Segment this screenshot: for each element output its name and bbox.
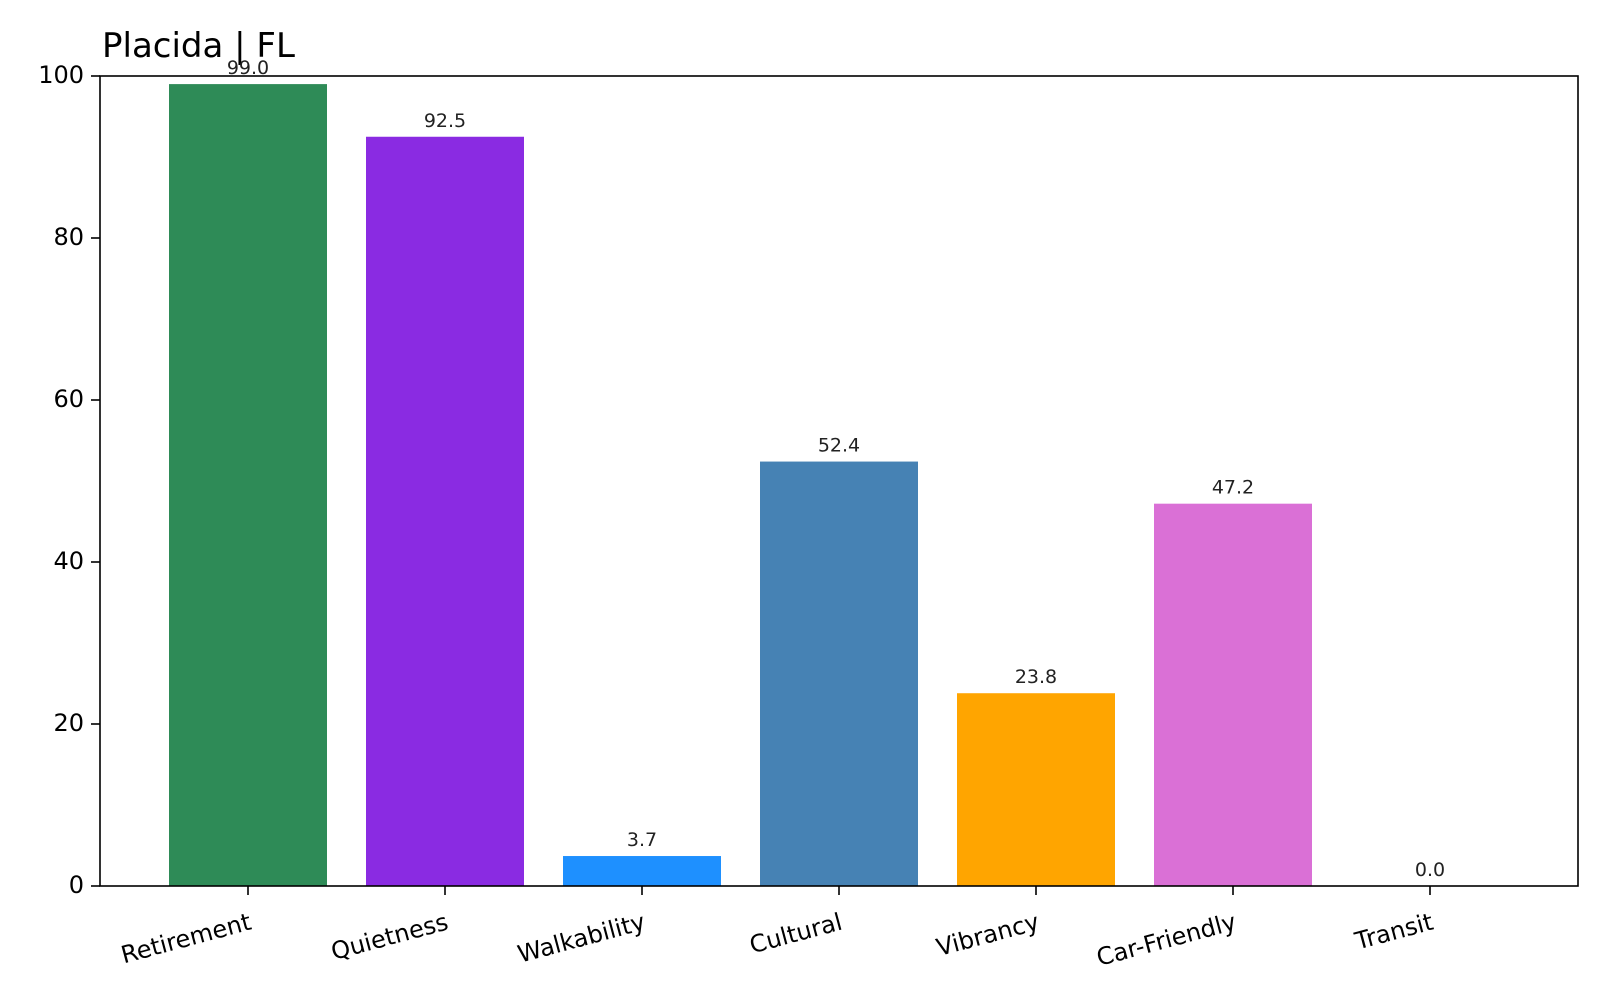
data-label-retirement: 99.0	[227, 57, 269, 79]
y-tick-label: 80	[53, 223, 84, 251]
y-axis: 0 20 40 60 80 100	[38, 61, 100, 899]
bar-quietness	[366, 136, 524, 886]
x-tick-label: Retirement	[118, 908, 254, 970]
data-label-car-friendly: 47.2	[1212, 477, 1254, 499]
bar-walkability	[563, 856, 721, 886]
x-tick-label: Vibrancy	[933, 908, 1042, 962]
y-tick-label: 0	[69, 871, 84, 899]
x-tick-label: Cultural	[747, 908, 846, 960]
y-tick-label: 100	[38, 61, 84, 89]
data-labels-layer: 99.0 92.5 3.7 52.4 23.8 47.2 0.0	[227, 57, 1445, 881]
bars-layer	[169, 84, 1312, 887]
bar-car-friendly	[1154, 503, 1312, 886]
data-label-walkability: 3.7	[627, 829, 657, 851]
bar-retirement	[169, 84, 327, 887]
bar-cultural	[760, 461, 918, 886]
y-tick-label: 60	[53, 385, 84, 413]
x-tick-label: Car-Friendly	[1094, 908, 1240, 972]
chart-title: Placida | FL	[102, 26, 295, 66]
x-tick-label: Walkability	[515, 908, 648, 969]
bar-vibrancy	[957, 693, 1115, 886]
data-label-vibrancy: 23.8	[1015, 666, 1057, 688]
x-axis: Retirement Quietness Walkability Cultural Vi…	[118, 886, 1436, 972]
y-tick-label: 40	[53, 547, 84, 575]
y-tick-label: 20	[53, 709, 84, 737]
plot-frame	[99, 75, 1579, 887]
data-label-cultural: 52.4	[818, 435, 860, 457]
x-tick-label: Transit	[1351, 908, 1436, 956]
x-tick-label: Quietness	[328, 908, 451, 966]
data-label-quietness: 92.5	[424, 110, 466, 132]
data-label-transit: 0.0	[1415, 859, 1445, 881]
